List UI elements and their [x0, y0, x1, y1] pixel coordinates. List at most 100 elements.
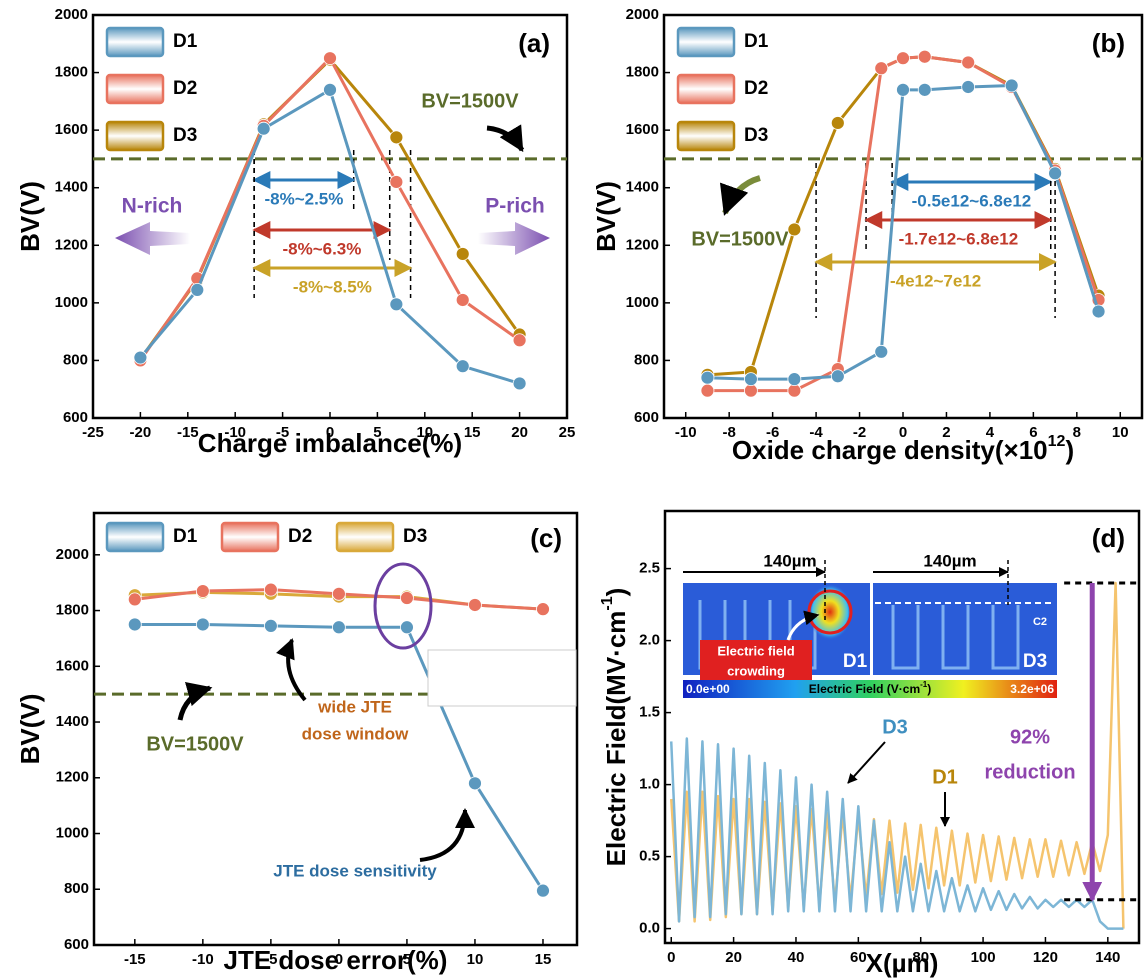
reference-label: BV=1500V: [146, 733, 244, 755]
legend-label: D1: [173, 526, 198, 547]
y-axis-label: BV(V): [15, 181, 45, 252]
y-tick-label: 0.0: [639, 920, 660, 937]
marker: [788, 373, 801, 386]
x-tick-label: 15: [464, 424, 481, 441]
y-tick-label: 600: [63, 409, 88, 426]
reduction-label: 92%: [1010, 726, 1050, 748]
legend-swatch: [678, 122, 734, 150]
marker: [468, 777, 481, 790]
y-tick-label: 800: [63, 351, 88, 368]
x-axis-label: Oxide charge density(×1012): [732, 433, 1074, 465]
note: N-rich: [122, 195, 183, 218]
panel-label: (d): [1092, 523, 1125, 553]
y-tick-label: 600: [64, 936, 89, 953]
marker: [191, 283, 204, 296]
y-tick-label: 800: [634, 351, 659, 368]
legend-label: D1: [744, 31, 769, 52]
y-tick-label: 1.5: [639, 704, 660, 721]
marker: [536, 603, 549, 616]
y-tick-label: 0.5: [639, 848, 660, 865]
marker: [257, 122, 270, 135]
note-box: [428, 650, 576, 706]
panel-label: (a): [518, 28, 550, 58]
note: P-rich: [485, 195, 545, 218]
y-tick-label: 2.5: [639, 560, 660, 577]
colorbar-title-end: ): [927, 682, 931, 696]
colorbar-title-main: Electric Field (V·cm: [809, 682, 920, 696]
annotation: dose window: [302, 724, 410, 743]
x-tick-label: 100: [971, 949, 996, 966]
marker: [744, 373, 757, 386]
range-label: -8%~2.5%: [264, 189, 343, 208]
x-axis-label-main: Oxide charge density(×10: [732, 435, 1048, 465]
marker: [264, 583, 277, 596]
colorbar-title: Electric Field (V·cm-1): [809, 680, 932, 696]
legend-label: D2: [744, 78, 768, 99]
marker: [1049, 167, 1062, 180]
legend-swatch: [107, 28, 163, 56]
y-tick-label: 1600: [56, 657, 89, 674]
y-tick-label: 1400: [626, 179, 659, 196]
x-axis-label: X(µm): [866, 948, 939, 978]
y-tick-label: 1000: [56, 824, 89, 841]
colorbar-min: 0.0e+00: [686, 682, 730, 696]
marker: [701, 371, 714, 384]
marker: [744, 384, 757, 397]
reference-label: BV=1500V: [421, 90, 519, 112]
y-axis-label: Electric Field(MV·cm-1): [599, 588, 631, 867]
x-tick-label: -15: [177, 424, 199, 441]
marker: [897, 52, 910, 65]
y-axis-label: BV(V): [15, 694, 45, 765]
marker: [788, 223, 801, 236]
x-tick-label: -10: [192, 951, 214, 968]
marker: [400, 592, 413, 605]
reference-label: BV=1500V: [691, 228, 789, 250]
scale-label: 140µm: [923, 551, 976, 570]
y-tick-label: 2.0: [639, 632, 660, 649]
legend-label: D1: [173, 31, 198, 52]
x-tick-label: 140: [1095, 949, 1120, 966]
scale-label: 140µm: [763, 551, 816, 570]
legend-swatch: [107, 122, 163, 150]
y-tick-label: 2000: [56, 546, 89, 563]
annotation: wide JTE: [317, 697, 392, 716]
annotation: JTE dose sensitivity: [273, 861, 437, 880]
y-tick-label: 1600: [626, 121, 659, 138]
x-axis-label-sup: 12: [1048, 433, 1066, 450]
marker: [962, 56, 975, 69]
legend-label: D2: [173, 78, 197, 99]
curved-arrow: [725, 178, 760, 213]
marker: [875, 345, 888, 358]
legend-label: D3: [744, 125, 768, 146]
y-axis-label: BV(V): [591, 181, 621, 252]
y-tick-label: 1200: [626, 236, 659, 253]
x-tick-label: -25: [82, 424, 104, 441]
marker: [875, 62, 888, 75]
x-tick-label: 120: [1033, 949, 1058, 966]
marker: [196, 585, 209, 598]
x-axis-label-main: Charge imbalance(%): [198, 428, 462, 458]
marker: [831, 116, 844, 129]
legend-swatch: [222, 523, 278, 551]
y-axis-label-main: BV(V): [591, 181, 621, 252]
marker: [1005, 79, 1018, 92]
y-tick-label: 600: [634, 409, 659, 426]
x-tick-label: 40: [788, 949, 805, 966]
legend-swatch: [107, 523, 163, 551]
x-axis-label-end: ): [1065, 435, 1074, 465]
callout-arrow: [848, 742, 885, 783]
range-label: -4e12~7e12: [890, 271, 981, 290]
range-label: -0.5e12~6.8e12: [912, 191, 1032, 210]
p-rich-arrow: [478, 222, 550, 255]
marker: [788, 384, 801, 397]
x-tick-label: 10: [467, 951, 484, 968]
marker: [456, 360, 469, 373]
curved-arrow: [288, 640, 305, 700]
x-axis-label-main: JTE dose error(%): [224, 945, 448, 975]
y-tick-label: 1000: [626, 294, 659, 311]
range-label: -8%~6.3%: [282, 239, 361, 258]
marker: [128, 593, 141, 606]
y-tick-label: 2000: [626, 6, 659, 23]
cut-label: C2: [1033, 616, 1047, 628]
